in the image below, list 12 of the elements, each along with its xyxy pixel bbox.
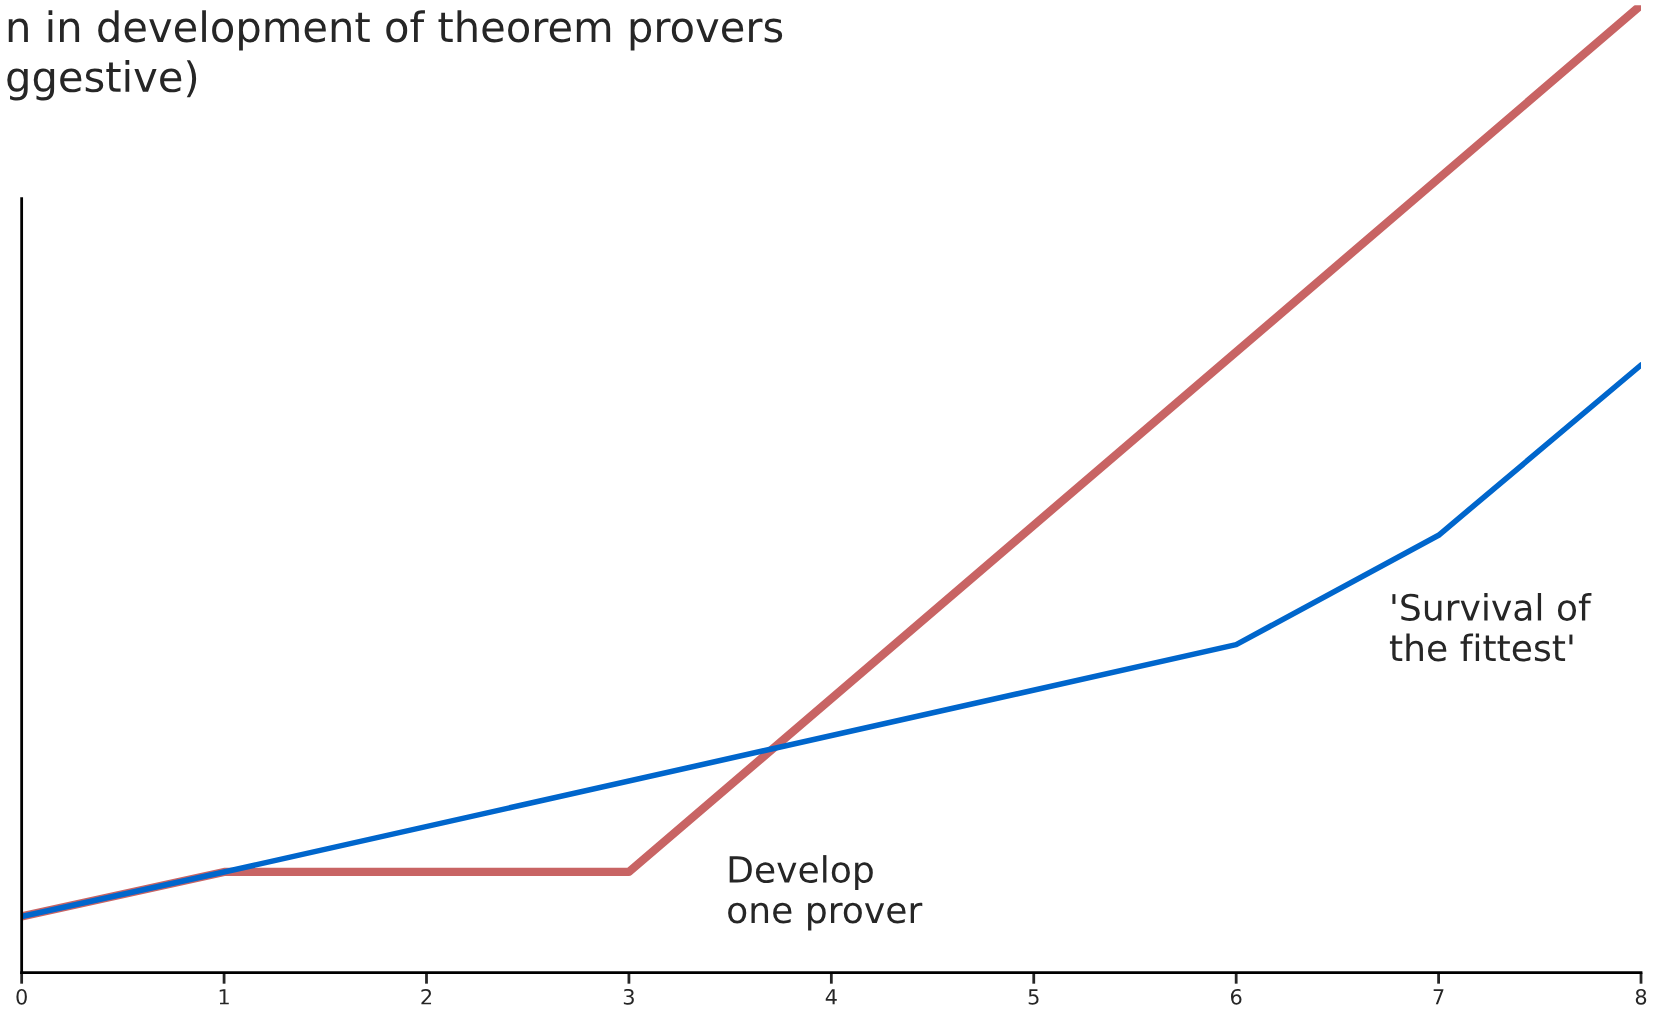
x-tick-label: 5: [1028, 989, 1039, 1005]
x-tick-label: 1: [219, 989, 229, 1005]
x-tick-label: 2: [421, 988, 432, 1005]
x-tick-label: 6: [1231, 988, 1242, 1005]
x-tick-label: 8: [1635, 988, 1647, 1005]
x-tick-label: 0: [16, 988, 27, 1005]
series-label: Develop one prover: [728, 855, 923, 931]
x-tick-label: 7: [1433, 989, 1444, 1005]
x-tick-label: 3: [623, 988, 634, 1005]
x-tick-label: 4: [825, 989, 837, 1005]
text: n in development of theorem provers ggestive): [7, 10, 783, 101]
series-label: 'Survival of the fittest': [1389, 593, 1592, 662]
